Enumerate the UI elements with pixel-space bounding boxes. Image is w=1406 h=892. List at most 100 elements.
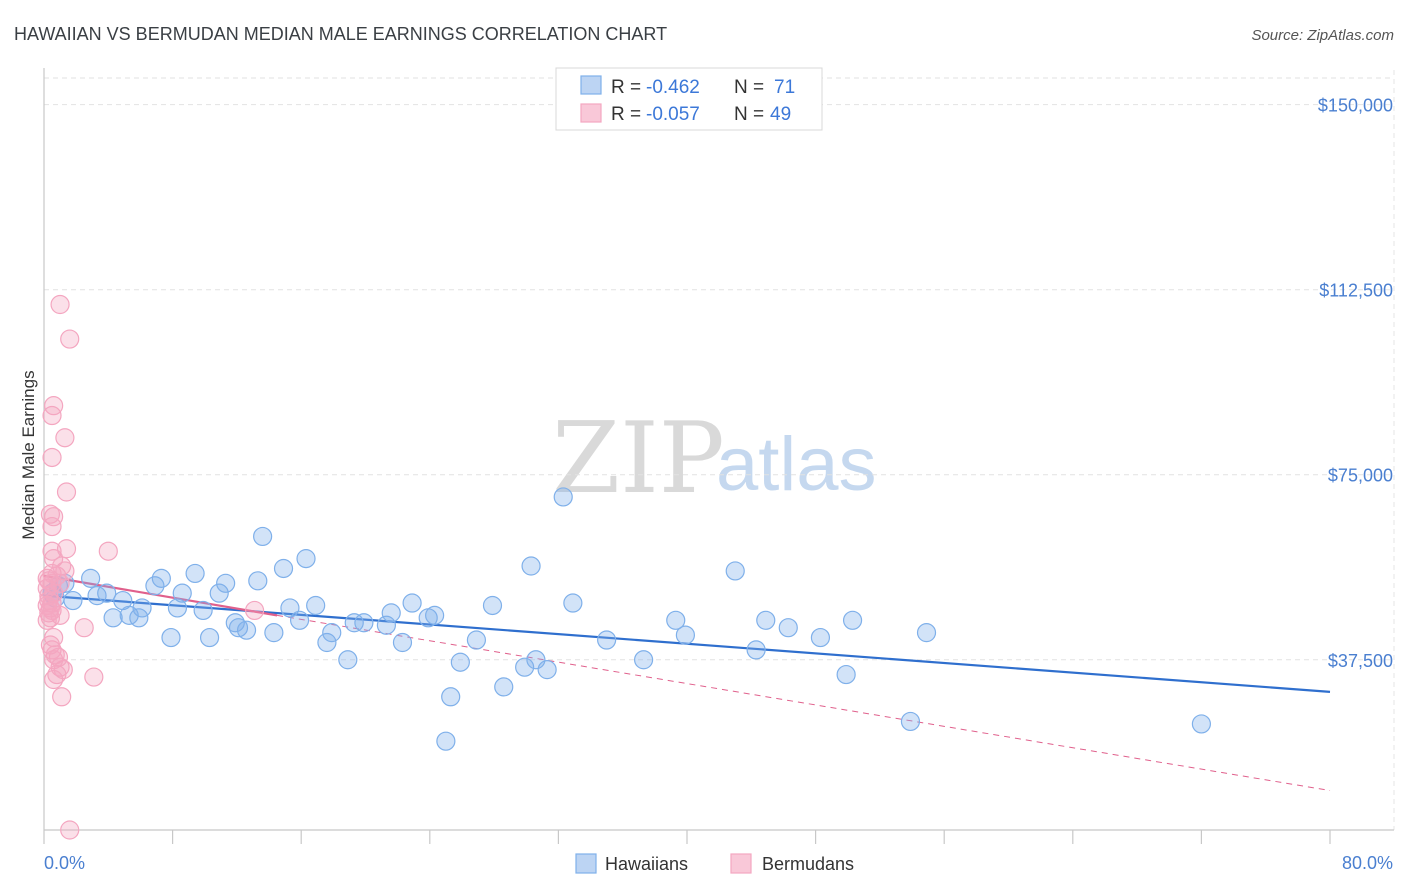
hawaiian-point [97, 583, 117, 603]
bermudan-point [56, 482, 77, 502]
x-tick-label-min: 0.0% [44, 853, 85, 873]
trend-line-ext-bermudans [277, 614, 1331, 792]
hawaiian-point [756, 610, 776, 630]
bermudan-point [98, 541, 118, 561]
hawaiian-point [289, 610, 310, 630]
hawaiian-point [450, 652, 470, 672]
hawaiian-point [563, 593, 583, 613]
chart-source: Source: ZipAtlas.com [1251, 27, 1394, 44]
chart-title: HAWAIIAN VS BERMUDAN MEDIAN MALE EARNING… [14, 24, 667, 44]
bottom-legend: Hawaiians Bermudans [575, 853, 854, 874]
hawaiian-point [354, 613, 374, 633]
watermark-zip: ZIP [552, 402, 725, 516]
series-bermudans [37, 294, 265, 840]
bermudan-point [37, 610, 57, 630]
hawaiian-point [778, 618, 798, 638]
hawaiian-point [466, 630, 487, 650]
hawaiian-point [344, 613, 364, 633]
hawaiian-point [725, 561, 745, 581]
legend-n-value-1: 71 [774, 77, 795, 98]
bermudan-point [50, 294, 70, 315]
hawaiian-point [441, 687, 461, 707]
hawaiian-point [253, 526, 273, 547]
legend-r-value-1: -0.462 [646, 77, 700, 98]
hawaiian-point [515, 657, 535, 677]
legend-n-label-2: N = [734, 104, 764, 125]
hawaiian-point [161, 627, 181, 648]
legend-swatch-hawaiians [580, 75, 602, 95]
hawaiian-point [228, 618, 249, 638]
hawaiian-point [746, 640, 766, 660]
hawaiian-point [185, 563, 205, 584]
hawaiian-point [216, 573, 236, 593]
bottom-legend-bermudans: Bermudans [762, 854, 854, 874]
legend-r-label-1: R = [611, 77, 641, 98]
watermark: ZIP atlas [552, 402, 877, 516]
hawaiian-point [482, 595, 503, 616]
data-points [37, 294, 1212, 840]
hawaiian-point [425, 605, 445, 625]
hawaiian-point [317, 632, 337, 653]
hawaiian-point [436, 731, 456, 751]
bermudan-point [84, 667, 104, 687]
bermudan-point [44, 650, 64, 670]
bermudan-point [50, 573, 70, 593]
hawaiian-point [836, 664, 856, 685]
hawaiian-point [1191, 714, 1212, 734]
bottom-legend-hawaiians: Hawaiians [605, 854, 688, 874]
bermudan-point [40, 504, 61, 524]
bermudan-point [44, 396, 64, 416]
bermudan-point [42, 541, 62, 561]
legend-r-value-2: -0.057 [646, 104, 700, 125]
bermudan-point [42, 405, 62, 426]
y-tick-label: $75,000 [1328, 466, 1393, 486]
hawaiian-point [322, 623, 342, 643]
legend-n-value-2: 49 [770, 104, 791, 125]
hawaiian-point [145, 576, 165, 596]
hawaiian-point [193, 600, 213, 621]
bermudan-point [44, 669, 64, 690]
hawaiian-point [675, 625, 695, 645]
hawaiian-point [494, 677, 514, 697]
bermudan-point [60, 820, 80, 840]
hawaiian-point [167, 598, 188, 618]
hawaiian-point [199, 627, 220, 648]
bermudan-point [39, 590, 59, 611]
bermudan-point [74, 618, 94, 638]
hawaiian-point [103, 608, 123, 628]
hawaiian-point [633, 650, 654, 670]
hawaiian-point [151, 568, 171, 588]
hawaiian-point [376, 615, 396, 635]
hawaiian-point [900, 711, 921, 732]
y-tick-label: $150,000 [1318, 96, 1393, 116]
y-axis-label: Median Male Earnings [19, 370, 38, 539]
bermudan-point [244, 600, 265, 621]
bermudan-point [60, 329, 80, 349]
hawaiian-point [597, 630, 617, 650]
watermark-atlas: atlas [716, 422, 877, 507]
hawaiian-point [916, 623, 937, 643]
hawaiian-point [842, 610, 863, 630]
bottom-legend-swatch-bermudans [730, 853, 752, 874]
hawaiian-point [392, 632, 413, 653]
hawaiian-point [666, 610, 686, 630]
hawaiian-point [338, 650, 358, 670]
series-hawaiians [42, 487, 1212, 751]
x-tick-labels: 0.0% 80.0% [44, 853, 1393, 873]
hawaiian-point [381, 603, 401, 623]
bermudan-point [44, 507, 64, 527]
bermudan-point [39, 571, 59, 591]
y-tick-label: $37,500 [1328, 651, 1393, 671]
bottom-legend-swatch-hawaiians [575, 853, 597, 874]
hawaiian-point [521, 556, 541, 576]
legend-r-label-2: R = [611, 104, 641, 125]
bermudan-point [42, 447, 62, 468]
y-tick-labels: $150,000 $112,500 $75,000 $37,500 [1318, 96, 1393, 671]
bermudan-point [37, 578, 57, 598]
bermudan-point [53, 660, 73, 680]
hawaiian-point [236, 620, 257, 640]
x-tick-label-max: 80.0% [1342, 853, 1393, 873]
hawaiian-point [810, 627, 831, 648]
hawaiian-point [296, 549, 316, 569]
